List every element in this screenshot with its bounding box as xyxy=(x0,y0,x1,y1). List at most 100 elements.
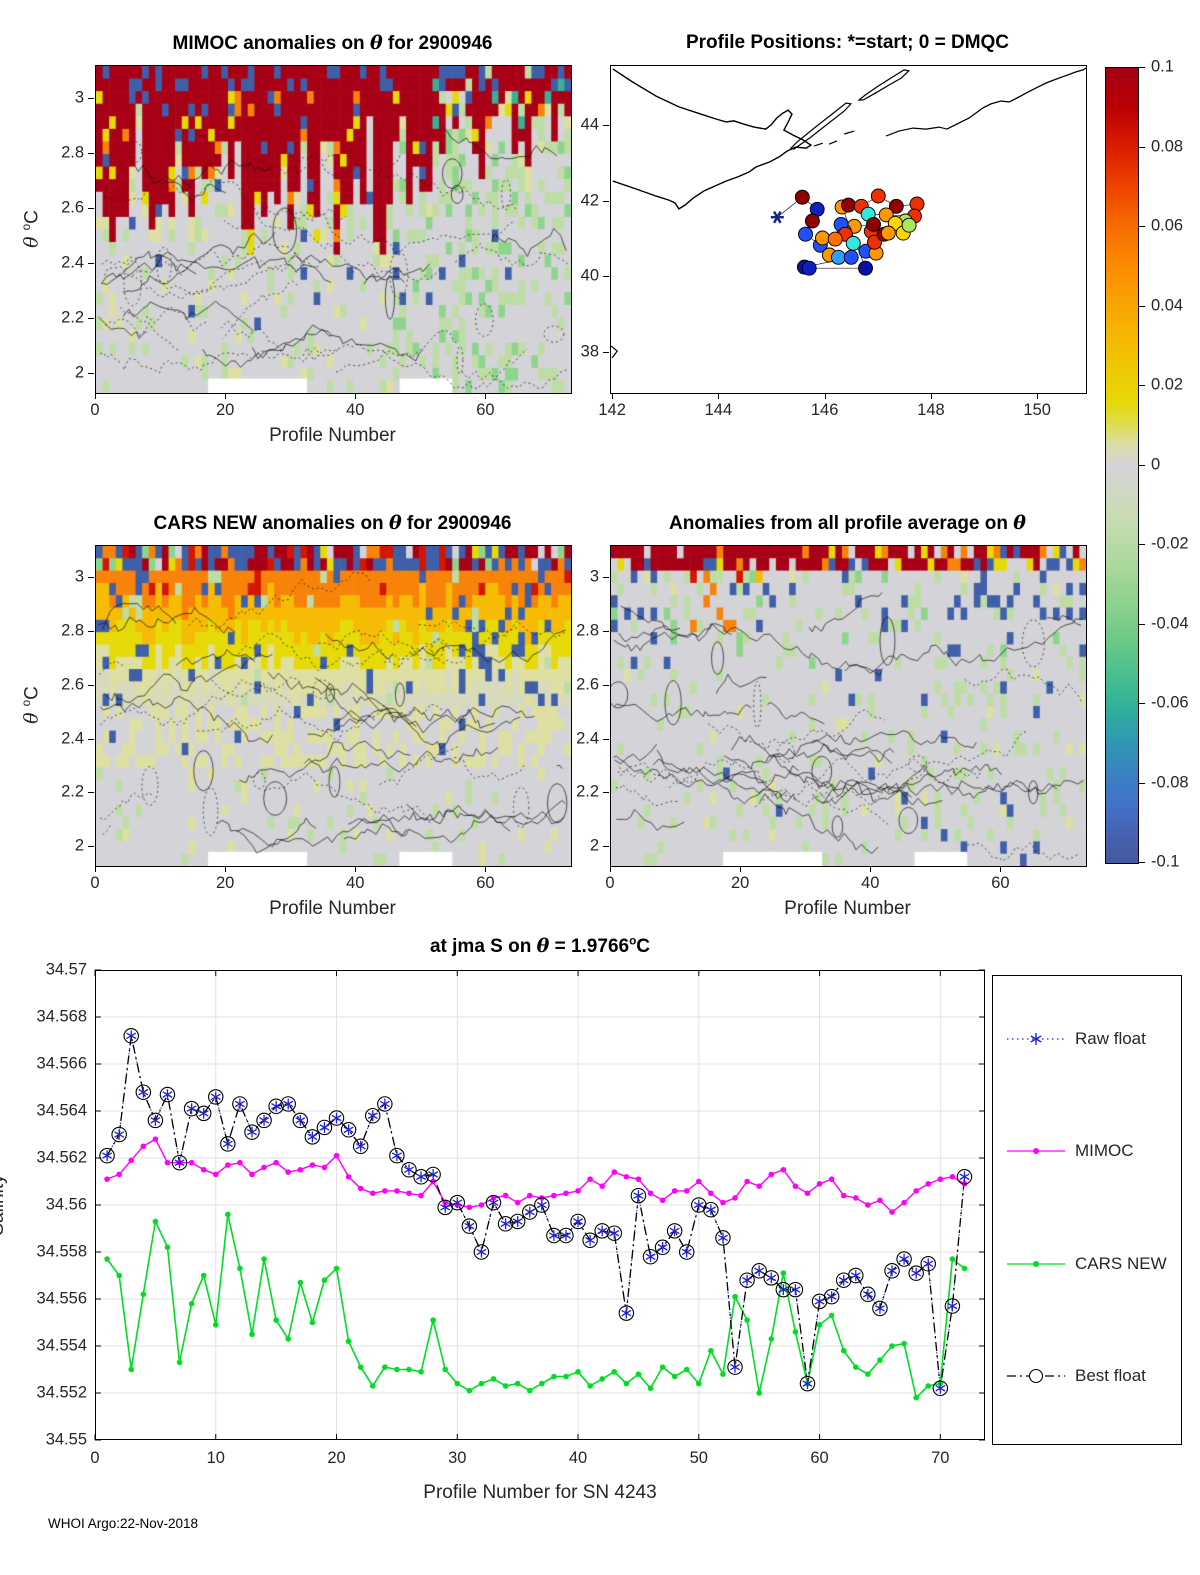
best-float-marker xyxy=(787,1281,804,1298)
raw-float-asterisk xyxy=(331,1112,342,1124)
mimoc-marker xyxy=(913,1188,919,1194)
raw-float-asterisk xyxy=(681,1246,692,1258)
cars-new-marker xyxy=(116,1272,122,1279)
profile-position-dot xyxy=(804,213,820,229)
raw-float-asterisk xyxy=(259,1115,270,1126)
mimoc-marker xyxy=(647,1190,654,1197)
cars-new-marker xyxy=(345,1338,352,1345)
cars-new-marker xyxy=(225,1211,231,1218)
raw-float-asterisk xyxy=(222,1138,233,1150)
y-tick-label: 34.554 xyxy=(36,1336,87,1355)
best-float-marker xyxy=(135,1084,152,1100)
cars-new-marker xyxy=(780,1270,787,1276)
best-float-marker xyxy=(111,1126,127,1143)
mimoc-marker xyxy=(225,1162,231,1168)
best-float-marker xyxy=(860,1286,876,1303)
colorbar-tick xyxy=(1139,862,1145,863)
panel-avg-heatmap xyxy=(610,545,1087,867)
mimoc-marker xyxy=(865,1202,871,1208)
best-float-marker xyxy=(618,1305,635,1321)
legend-sample-best-float xyxy=(1007,1368,1065,1384)
colorbar-tick xyxy=(1139,623,1145,625)
mimoc-marker xyxy=(877,1197,883,1204)
best-float-marker xyxy=(292,1112,309,1129)
cars-new-marker xyxy=(756,1390,762,1396)
raw-float-asterisk xyxy=(778,1284,789,1295)
timeseries-legend: Raw float MIMOC CARS NEW Best float xyxy=(992,975,1182,1445)
colorbar-tick xyxy=(1139,67,1145,68)
best-float-marker xyxy=(208,1089,224,1105)
cars-new-marker xyxy=(406,1366,412,1373)
colorbar-tick xyxy=(1139,782,1145,784)
theta-symbol: θ xyxy=(536,935,550,957)
mimoc-marker xyxy=(587,1176,593,1182)
y-tick-label: 2.4 xyxy=(61,729,84,748)
best-float-marker xyxy=(316,1119,333,1136)
cars-new-marker xyxy=(659,1364,666,1370)
y-tick xyxy=(603,631,609,633)
mimoc-marker xyxy=(382,1188,388,1194)
colorbar-tick xyxy=(1139,544,1145,545)
cars-new-marker xyxy=(611,1369,618,1375)
y-tick-label: 34.562 xyxy=(36,1148,87,1167)
colorbar-tick-label: -0.06 xyxy=(1151,693,1189,712)
y-tick-label: 2.6 xyxy=(61,198,84,217)
mimoc-marker xyxy=(466,1204,473,1211)
cars-new-marker xyxy=(188,1300,195,1307)
profile-position-dot xyxy=(867,234,882,250)
raw-float-asterisk xyxy=(874,1303,885,1314)
raw-float-asterisk xyxy=(102,1150,113,1162)
y-tick-label: 2.4 xyxy=(576,729,599,748)
raw-float-asterisk xyxy=(440,1201,451,1213)
legend-item-best-float: Best float xyxy=(1005,1365,1146,1387)
x-tick-label: 146 xyxy=(810,401,839,419)
raw-float-asterisk xyxy=(693,1199,704,1211)
cars-new-marker xyxy=(140,1291,147,1298)
panel-profile-map xyxy=(610,65,1087,394)
colorbar-tick-label: 0.08 xyxy=(1151,137,1184,155)
profile-position-dot xyxy=(880,225,896,241)
x-tick xyxy=(1037,393,1039,399)
cars-new-marker xyxy=(309,1319,316,1326)
mimoc-marker xyxy=(249,1171,255,1178)
cars-new-marker xyxy=(865,1371,871,1377)
best-float-marker xyxy=(763,1270,780,1286)
mimoc-marker xyxy=(816,1181,823,1187)
cars-new-marker xyxy=(539,1380,545,1387)
coastline xyxy=(612,68,813,210)
y-tick xyxy=(603,738,609,740)
raw-float-asterisk xyxy=(935,1382,946,1394)
best-float-marker xyxy=(304,1129,321,1145)
cars-new-marker xyxy=(333,1265,340,1272)
cars-new-marker xyxy=(454,1380,461,1387)
x-tick xyxy=(95,393,96,399)
cars-new-marker xyxy=(394,1366,400,1373)
mimoc-marker xyxy=(164,1159,171,1166)
best-float-marker xyxy=(256,1112,272,1129)
y-tick-label: 34.558 xyxy=(36,1242,87,1261)
best-float-marker xyxy=(449,1194,466,1211)
mimoc-marker xyxy=(599,1183,605,1189)
x-tick xyxy=(485,866,487,872)
cars-new-marker xyxy=(816,1322,823,1328)
y-tick-label: 3 xyxy=(74,88,84,107)
mimoc-marker xyxy=(285,1169,292,1175)
raw-float-asterisk xyxy=(162,1089,173,1100)
map-title: Profile Positions: *=start; 0 = DMQC xyxy=(685,32,1010,53)
coastline xyxy=(813,142,823,147)
raw-float-line xyxy=(106,1035,965,1389)
cars-new-marker xyxy=(671,1373,678,1380)
y-tick-label: 40 xyxy=(580,266,599,285)
cars-heatmap-canvas xyxy=(96,546,571,866)
cars-new-marker xyxy=(237,1265,243,1272)
mimoc-marker xyxy=(949,1174,956,1180)
raw-float-asterisk xyxy=(512,1216,523,1227)
best-float-marker xyxy=(123,1028,139,1044)
best-float-marker xyxy=(908,1265,924,1281)
raw-float-asterisk xyxy=(645,1251,656,1263)
cars-new-marker xyxy=(792,1329,799,1335)
best-float-marker xyxy=(920,1255,936,1272)
best-float-marker xyxy=(425,1166,441,1183)
mimoc-marker xyxy=(659,1197,666,1204)
